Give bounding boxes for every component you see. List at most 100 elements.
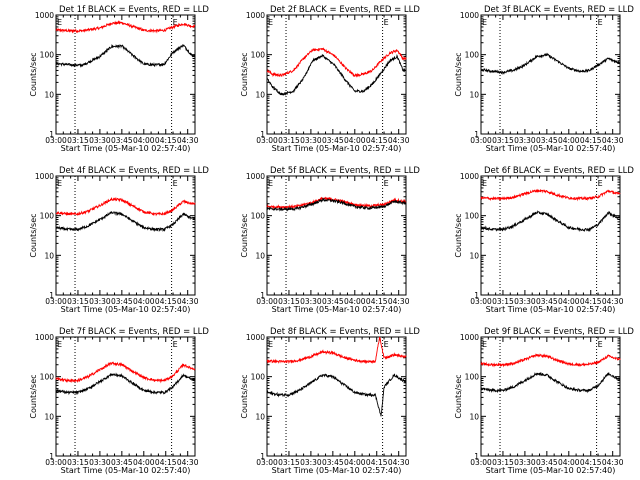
x-tick-label: 03:00	[470, 297, 492, 306]
y-tick-label: 10	[469, 412, 479, 421]
x-tick-label: 04:15	[580, 136, 602, 145]
x-tick-label: 03:45	[111, 458, 133, 467]
x-tick-label: 03:15	[278, 136, 300, 145]
x-tick-label: 04:00	[133, 297, 155, 306]
x-tick-label: 03:00	[470, 136, 492, 145]
x-tick-label: 03:45	[322, 136, 344, 145]
y-tick-label: 100	[251, 51, 266, 60]
y-axis-label: Counts/sec	[29, 374, 38, 418]
x-axis-label: Start Time (05-Mar-10 02:57:40)	[486, 144, 616, 153]
y-tick-label: 10	[255, 90, 265, 99]
x-tick-label: 03:00	[470, 458, 492, 467]
lld-series-line	[266, 196, 407, 210]
plot-frame	[266, 175, 407, 296]
x-tick-label: 03:15	[278, 297, 300, 306]
x-tick-label: 04:30	[602, 136, 624, 145]
events-series-line	[480, 210, 621, 233]
x-tick-label: 04:15	[155, 136, 177, 145]
event-marker: E	[268, 18, 273, 27]
x-tick-label: 04:30	[177, 136, 199, 145]
x-tick-label: 03:00	[45, 458, 67, 467]
panel-det-3: Det 3f BLACK = Events, RED = LLD 1 10 100 10…	[454, 5, 634, 153]
plot-frame	[480, 14, 621, 135]
panel-det-9: Det 9f BLACK = Events, RED = LLD 1 10 100 10…	[454, 327, 634, 475]
x-tick-label: 03:30	[514, 297, 536, 306]
x-tick-label: 03:45	[111, 297, 133, 306]
event-marker: E	[598, 340, 603, 349]
event-marker: E	[57, 340, 62, 349]
event-marker: E	[57, 179, 62, 188]
x-tick-label: 03:30	[300, 458, 322, 467]
x-tick-label: 03:00	[256, 136, 278, 145]
lld-series-line	[480, 353, 621, 368]
y-tick-label: 100	[40, 51, 55, 60]
events-series-line	[55, 372, 196, 396]
x-axis-label: Start Time (05-Mar-10 02:57:40)	[486, 466, 616, 475]
x-tick-label: 03:15	[278, 458, 300, 467]
x-tick-label: 03:45	[322, 297, 344, 306]
y-tick-label: 100	[251, 373, 266, 382]
y-tick-label: 10	[44, 412, 54, 421]
panel-title: Det 4f BLACK = Events, RED = LLD	[59, 166, 209, 176]
y-tick-label: 1000	[460, 333, 479, 342]
x-tick-label: 03:30	[89, 136, 111, 145]
y-tick-label: 100	[40, 373, 55, 382]
event-marker: E	[268, 179, 273, 188]
y-tick-label: 100	[40, 212, 55, 221]
y-tick-label: 1000	[460, 172, 479, 181]
lld-series-line	[55, 196, 196, 217]
event-marker: E	[384, 179, 389, 188]
event-marker: E	[173, 18, 178, 27]
y-axis-label: Counts/sec	[454, 374, 463, 418]
x-tick-label: 03:00	[45, 297, 67, 306]
x-tick-label: 04:15	[580, 297, 602, 306]
x-tick-label: 04:30	[388, 136, 410, 145]
x-tick-label: 03:00	[256, 458, 278, 467]
event-marker: E	[384, 18, 389, 27]
y-tick-label: 10	[44, 251, 54, 260]
panel-det-7: Det 7f BLACK = Events, RED = LLD 1 10 100 10…	[29, 327, 209, 475]
x-tick-label: 03:30	[89, 297, 111, 306]
x-tick-label: 04:30	[177, 297, 199, 306]
x-tick-label: 04:15	[366, 136, 388, 145]
event-marker: E	[173, 340, 178, 349]
lld-series-line	[55, 361, 196, 384]
events-series-line	[480, 52, 621, 76]
y-tick-label: 10	[255, 412, 265, 421]
lld-series-line	[480, 188, 621, 202]
y-tick-label: 100	[465, 373, 480, 382]
events-series-line	[266, 373, 407, 417]
event-marker: E	[173, 179, 178, 188]
event-marker: E	[482, 340, 487, 349]
x-tick-label: 04:00	[344, 458, 366, 467]
x-tick-label: 04:00	[133, 136, 155, 145]
y-axis-label: Counts/sec	[240, 213, 249, 257]
x-tick-label: 03:15	[67, 297, 89, 306]
plot-frame	[266, 14, 407, 135]
x-tick-label: 03:15	[492, 458, 514, 467]
y-tick-label: 1	[49, 452, 54, 461]
x-tick-label: 04:00	[344, 136, 366, 145]
y-tick-label: 1	[260, 130, 265, 139]
event-marker: E	[384, 340, 389, 349]
x-tick-label: 03:30	[300, 297, 322, 306]
panel-det-8: Det 8f BLACK = Events, RED = LLD 1 10 100 10…	[240, 327, 420, 475]
y-tick-label: 1000	[246, 333, 265, 342]
lld-series-line	[266, 336, 407, 365]
plot-frame	[266, 336, 407, 457]
x-axis-label: Start Time (05-Mar-10 02:57:40)	[486, 305, 616, 314]
y-tick-label: 1	[260, 452, 265, 461]
panel-det-1: Det 1f BLACK = Events, RED = LLD 1 10 100 10…	[29, 5, 209, 153]
panel-title: Det 9f BLACK = Events, RED = LLD	[484, 327, 634, 337]
x-axis-label: Start Time (05-Mar-10 02:57:40)	[272, 144, 402, 153]
x-tick-label: 04:15	[580, 458, 602, 467]
plot-frame	[55, 14, 196, 135]
x-tick-label: 03:45	[322, 458, 344, 467]
x-axis-label: Start Time (05-Mar-10 02:57:40)	[272, 305, 402, 314]
y-tick-label: 1000	[460, 11, 479, 20]
y-tick-label: 1000	[35, 333, 54, 342]
x-tick-label: 03:15	[67, 458, 89, 467]
lld-series-line	[266, 47, 407, 78]
y-tick-label: 1000	[35, 172, 54, 181]
x-tick-label: 04:15	[155, 458, 177, 467]
